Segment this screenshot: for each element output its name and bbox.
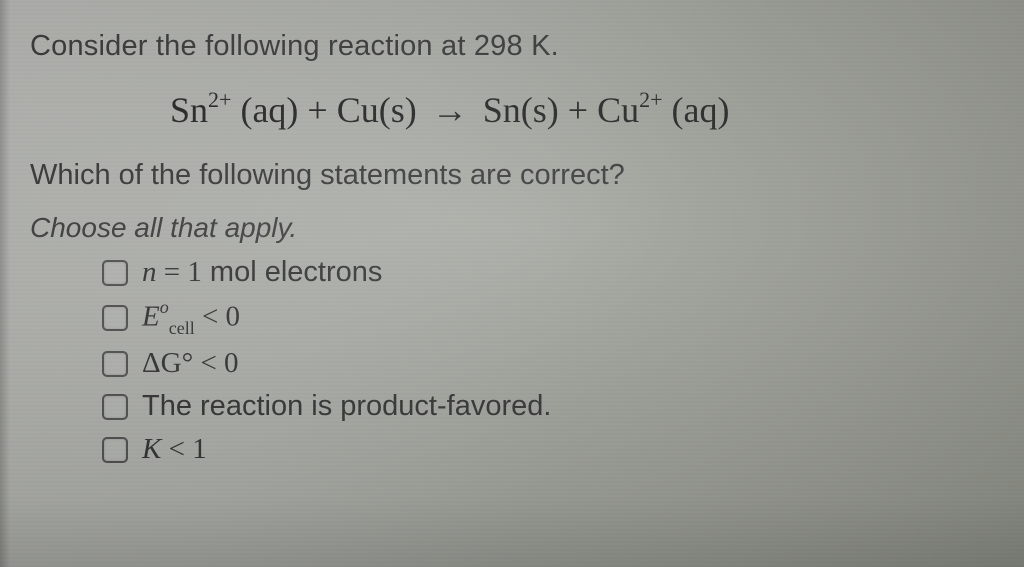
lhs-species-1: Sn bbox=[170, 90, 208, 130]
rhs-charge-2: 2+ bbox=[639, 87, 662, 112]
sym-K: K bbox=[142, 433, 161, 465]
rest-1: mol electrons bbox=[202, 256, 383, 288]
sym-deg: ° bbox=[182, 347, 194, 379]
option-row-2: Eocell < 0 bbox=[102, 299, 994, 337]
plus-2: + bbox=[568, 90, 597, 130]
val-1: 1 bbox=[187, 256, 202, 288]
choose-instruction: Choose all that apply. bbox=[30, 212, 994, 244]
rhs-species-2: Cu bbox=[597, 90, 639, 130]
rhs-species-1: Sn bbox=[483, 90, 521, 130]
reaction-arrow: → bbox=[426, 89, 474, 131]
plus-1: + bbox=[307, 90, 336, 130]
sym-dG: ΔG bbox=[142, 347, 182, 379]
checkbox-1[interactable] bbox=[102, 260, 128, 286]
sub-cell: cell bbox=[169, 318, 195, 338]
lhs-phase-1: (aq) bbox=[240, 90, 298, 130]
sym-n: n bbox=[142, 256, 157, 288]
option-row-1: n = 1 mol electrons bbox=[102, 256, 994, 289]
option-row-4: The reaction is product-favored. bbox=[102, 390, 994, 423]
sym-eq: = bbox=[157, 256, 188, 288]
lhs-species-2: Cu bbox=[337, 90, 379, 130]
sym-E: E bbox=[142, 301, 160, 333]
lhs-phase-2: (s) bbox=[379, 90, 417, 130]
reaction-equation: Sn2+ (aq) + Cu(s) → Sn(s) + Cu2+ (aq) bbox=[170, 89, 994, 131]
option-label-1: n = 1 mol electrons bbox=[142, 256, 382, 289]
rhs-phase-1: (s) bbox=[521, 90, 559, 130]
followup-question: Which of the following statements are co… bbox=[30, 159, 994, 192]
sup-o: o bbox=[160, 297, 169, 317]
checkbox-5[interactable] bbox=[102, 437, 128, 463]
checkbox-4[interactable] bbox=[102, 394, 128, 420]
question-card: Consider the following reaction at 298 K… bbox=[0, 0, 1024, 506]
options-group: n = 1 mol electrons Eocell < 0 ΔG° < 0 T… bbox=[102, 256, 994, 466]
option-label-5: K < 1 bbox=[142, 433, 207, 466]
option-row-5: K < 1 bbox=[102, 433, 994, 466]
intro-text: Consider the following reaction at 298 K… bbox=[30, 30, 994, 63]
rel-5: < 1 bbox=[161, 433, 206, 465]
checkbox-2[interactable] bbox=[102, 305, 128, 331]
rel-3: < 0 bbox=[193, 347, 238, 379]
option-row-3: ΔG° < 0 bbox=[102, 347, 994, 380]
checkbox-3[interactable] bbox=[102, 351, 128, 377]
option-label-3: ΔG° < 0 bbox=[142, 347, 239, 380]
rel-2: < 0 bbox=[195, 301, 240, 333]
lhs-charge-1: 2+ bbox=[208, 87, 231, 112]
option-label-4: The reaction is product-favored. bbox=[142, 390, 551, 423]
rhs-phase-2: (aq) bbox=[672, 90, 730, 130]
option-label-2: Eocell < 0 bbox=[142, 299, 240, 337]
